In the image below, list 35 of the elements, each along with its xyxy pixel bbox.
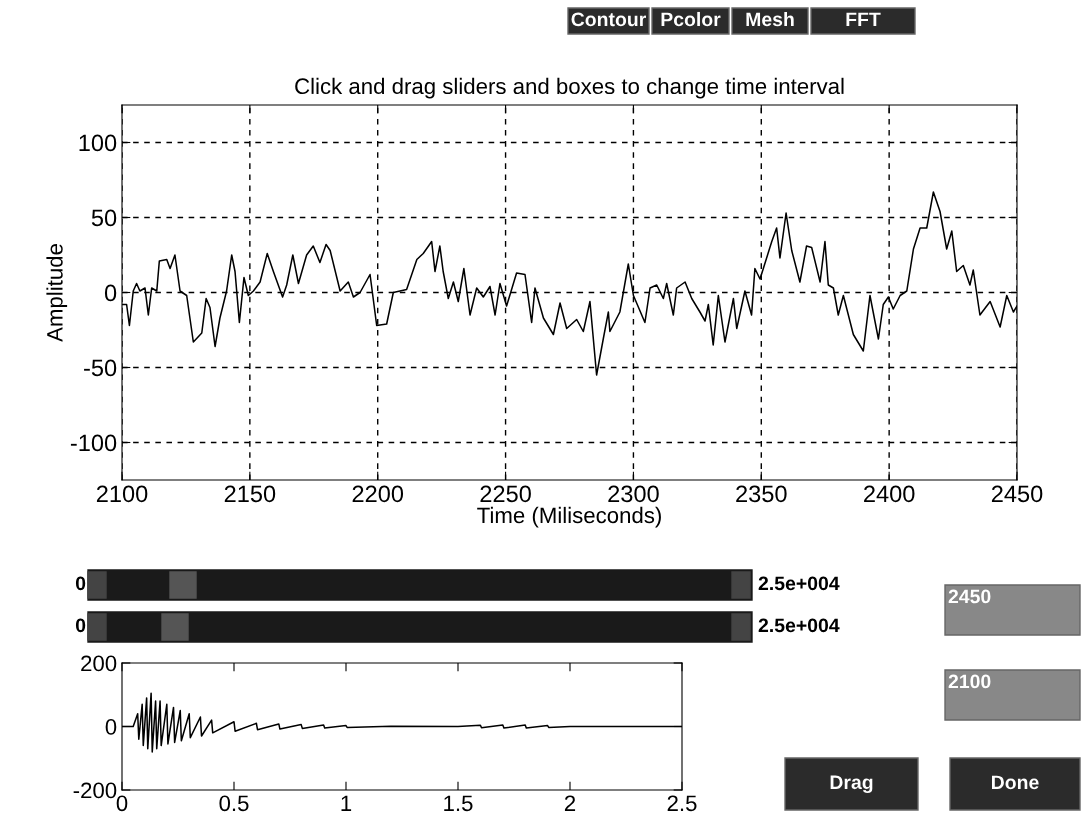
y-tick-label: -200 <box>73 782 117 799</box>
x-tick-label: 1.5 <box>444 795 473 812</box>
x-tick-label: 2300 <box>608 485 659 503</box>
y-tick-label: 200 <box>81 655 117 672</box>
text: Done <box>992 775 1039 790</box>
text: FFT <box>846 12 881 27</box>
x-tick-label: 0.5 <box>219 795 249 812</box>
x-tick-label: 2350 <box>736 485 787 503</box>
x-tick-label: 2150 <box>224 485 276 503</box>
text: Contour <box>571 12 647 27</box>
x-tick-label: 2 <box>564 795 576 811</box>
x-tick-label: 2.5 <box>667 795 697 812</box>
text: Pcolor <box>661 11 721 27</box>
y-tick-label: 0 <box>104 284 117 302</box>
x-tick-label: 2250 <box>480 485 531 503</box>
x-tick-label: 2100 <box>96 485 148 503</box>
x-tick-label: 2400 <box>864 485 915 503</box>
text: 2450 <box>948 589 991 604</box>
text: 2100 <box>948 674 991 689</box>
x-tick-label: 2450 <box>991 485 1043 503</box>
y-tick-label: 0 <box>105 719 117 735</box>
y-axis-title: Amplitude <box>46 244 68 342</box>
x-tick-label: 1 <box>341 795 352 811</box>
chart-title: Click and drag sliders and boxes to change time interval <box>295 77 844 99</box>
y-tick-label: -50 <box>84 359 117 377</box>
text: 2.5e+004 <box>758 618 840 633</box>
x-tick-label: 0 <box>116 795 128 812</box>
text: Drag <box>830 775 873 794</box>
y-tick-label: -100 <box>70 434 117 452</box>
text: Mesh <box>746 11 794 27</box>
y-tick-label: 100 <box>79 134 117 152</box>
y-tick-label: 50 <box>91 209 117 227</box>
x-tick-label: 2200 <box>352 485 404 503</box>
x-axis-title: Time (Miliseconds) <box>477 506 661 528</box>
text: 2.5e+004 <box>758 576 840 591</box>
